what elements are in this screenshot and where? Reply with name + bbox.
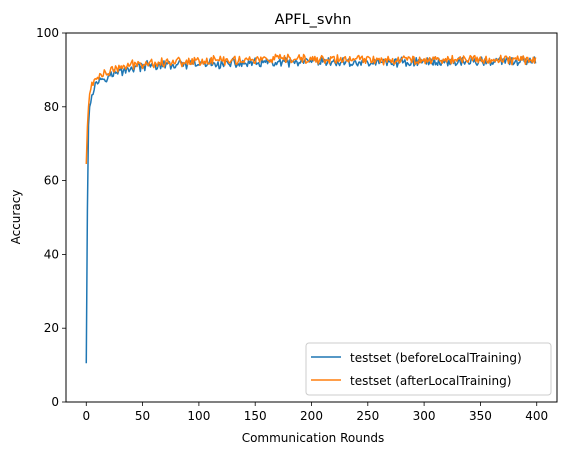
series-line-before-local-training [85,55,537,364]
x-tick-label: 400 [525,409,548,423]
legend-box [305,342,552,396]
legend-label-before: testset (beforeLocalTraining) [350,351,522,365]
x-tick-label: 50 [135,409,150,423]
legend-label-after: testset (afterLocalTraining) [350,374,511,388]
x-axis-title: Communication Rounds [242,431,385,445]
series-layer [85,53,537,364]
x-axis: 0 50 100 150 200 250 300 350 400 [82,402,548,423]
series-line-after-local-training [85,53,537,165]
x-tick-label: 200 [300,409,323,423]
x-tick-label: 150 [244,409,267,423]
x-tick-label: 300 [413,409,436,423]
y-tick-label: 100 [36,26,59,40]
y-tick-label: 20 [44,321,59,335]
x-tick-label: 100 [187,409,210,423]
x-tick-label: 0 [82,409,90,423]
legend: testset (beforeLocalTraining) testset (a… [305,342,552,396]
y-axis-title: Accuracy [9,190,23,245]
y-axis: 0 20 40 60 80 100 [36,26,66,409]
x-tick-label: 250 [356,409,379,423]
x-tick-label: 350 [469,409,492,423]
chart-title: APFL_svhn [275,12,352,28]
y-tick-label: 80 [44,100,59,114]
y-tick-label: 60 [44,174,59,188]
y-tick-label: 0 [51,395,59,409]
y-tick-label: 40 [44,247,59,261]
